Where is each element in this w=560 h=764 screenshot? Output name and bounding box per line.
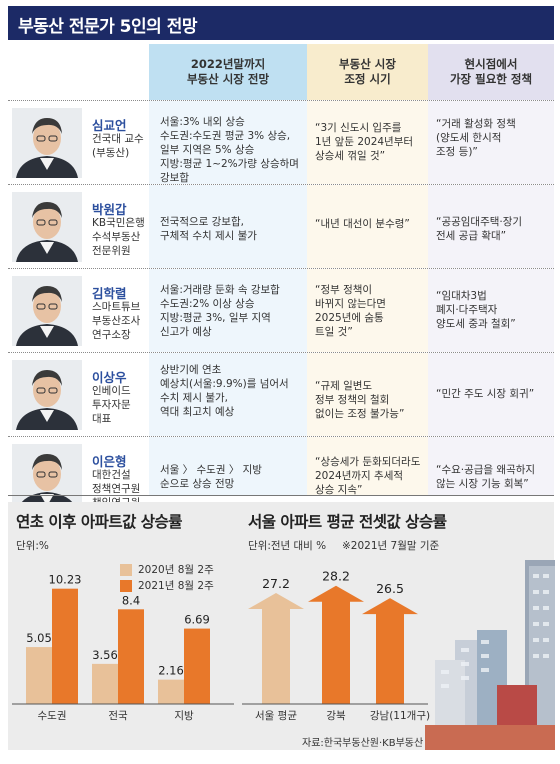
legend-swatch-2020 <box>120 564 132 576</box>
legend-label-2021: 2021년 8월 2주 <box>138 580 214 592</box>
cell-policy: “수요·공급을 왜곡하지 않는 시장 기능 회복” <box>436 464 536 490</box>
expert-photo <box>12 360 82 430</box>
expert-photo <box>12 192 82 262</box>
cell-timing: “정부 정책이 바뀌지 않는다면 2025년에 숨통 트일 것” <box>315 284 386 338</box>
cell-policy: “임대차3법 폐지·다주택자 양도세 중과 철회” <box>436 290 516 330</box>
chart1-unit: 단위:% <box>16 540 49 552</box>
chart2-note: ※2021년 7월말 기준 <box>342 540 440 552</box>
bar-지방-1 <box>184 628 210 704</box>
section-divider <box>8 495 554 496</box>
expert-affiliation: 건국대 교수 (부동산) <box>92 133 144 159</box>
cell-outlook: 서울:3% 내외 상승 수도권:수도권 평균 3% 상승, 일부 지역은 5% 상승… <box>160 116 299 184</box>
arrow-bar-강남(11개구) <box>362 598 418 704</box>
category-label: 전국 <box>108 710 128 722</box>
chart1-title: 연초 이후 아파트값 상승률 <box>16 513 183 531</box>
arrow-value-label: 28.2 <box>322 569 350 584</box>
category-label: 서울 평균 <box>255 710 297 722</box>
chart2-title: 서울 아파트 평균 전셋값 상승률 <box>248 513 447 531</box>
expert-row: 이상우 인베이드 투자자문 대표 상반기에 연초 예상치(서울:9.9%)를 넘어서 수치 … <box>8 352 554 436</box>
legend-label-2020: 2020년 8월 2주 <box>138 564 214 576</box>
bar-value-label: 5.05 <box>26 631 52 645</box>
bar-전국-0 <box>92 663 118 704</box>
cell-timing: “상승세가 둔화되더라도 2024년까지 추세적 상승 지속” <box>315 456 421 496</box>
category-label: 지방 <box>174 710 194 722</box>
legend-swatch-2021 <box>120 580 132 592</box>
category-label: 강북 <box>326 710 346 722</box>
header-policy-label: 현시점에서 가장 필요한 정책 <box>449 57 533 86</box>
cell-policy: “공공임대주택·장기 전세 공급 확대” <box>436 216 523 242</box>
cell-policy: “거래 활성화 정책 (양도세 한시적 조정 등)” <box>436 118 516 158</box>
cell-timing: “규제 일변도 정부 정책의 철회 없이는 조정 불가능” <box>315 380 405 420</box>
chart2-plot: 27.2 28.2 26.5 <box>242 569 428 705</box>
expert-row: 심교언 건국대 교수 (부동산) 서울:3% 내외 상승 수도권:수도권 평균 3% 상… <box>8 100 554 184</box>
chart2-unit: 단위:전년 대비 % <box>248 540 327 552</box>
arrow-value-label: 26.5 <box>376 581 404 596</box>
cell-outlook: 전국적으로 강보합, 구체적 수치 제시 불가 <box>160 216 257 242</box>
expert-name: 박원갑 <box>92 202 127 217</box>
bar-전국-1 <box>118 609 144 704</box>
cell-policy: “민간 주도 시장 회귀” <box>436 388 535 400</box>
bar-value-label: 8.4 <box>122 593 140 607</box>
header-outlook: 2022년말까지 부동산 시장 전망 <box>149 44 307 100</box>
bar-value-label: 6.69 <box>184 613 210 627</box>
expert-name: 심교언 <box>92 118 127 133</box>
expert-row: 박원갑 KB국민은행 수석부동산 전문위원 전국적으로 강보합, 구체적 수치 제시 불가… <box>8 184 554 268</box>
expert-affiliation: 인베이드 투자자문 대표 <box>92 385 131 425</box>
header-policy: 현시점에서 가장 필요한 정책 <box>428 44 554 100</box>
header-outlook-label: 2022년말까지 부동산 시장 전망 <box>186 57 270 86</box>
header-timing: 부동산 시장 조정 시기 <box>307 44 428 100</box>
cell-timing: “내년 대선이 분수령” <box>315 218 410 230</box>
source-note: 자료:한국부동산원·KB부동산 <box>302 738 424 749</box>
title-bar: 부동산 전문가 5인의 전망 <box>8 6 554 40</box>
arrow-value-label: 27.2 <box>262 576 290 591</box>
expert-name: 이상우 <box>92 370 127 385</box>
arrow-bar-서울 평균 <box>248 593 304 704</box>
bar-value-label: 2.16 <box>158 664 184 678</box>
arrow-bar-강북 <box>308 585 364 704</box>
chart1-plot: 5.05 10.23 3.56 8.4 2.16 6.69 <box>12 573 234 705</box>
expert-name: 김학렬 <box>92 286 127 301</box>
bar-수도권-0 <box>26 647 52 704</box>
expert-table: 2022년말까지 부동산 시장 전망 부동산 시장 조정 시기 현시점에서 가장 필요… <box>8 44 554 514</box>
category-label: 강남(11개구) <box>369 710 431 722</box>
expert-affiliation: KB국민은행 수석부동산 전문위원 <box>92 217 145 257</box>
bar-value-label: 3.56 <box>92 648 118 662</box>
header-timing-label: 부동산 시장 조정 시기 <box>339 57 396 86</box>
apartment-buildings-illustration <box>425 560 555 750</box>
cell-outlook: 서울 〉 수도권 〉 지방 순으로 상승 전망 <box>160 464 262 490</box>
page-title: 부동산 전문가 5인의 전망 <box>18 17 197 37</box>
bar-지방-0 <box>158 679 184 704</box>
cell-timing: “3기 신도시 입주를 1년 앞둔 2024년부터 상승세 꺾일 것” <box>315 122 414 162</box>
bar-수도권-1 <box>52 588 78 704</box>
expert-row: 김학렬 스마트튜브 부동산조사 연구소장 서울:거래량 둔화 속 강보합 수도권:2% 이… <box>8 268 554 352</box>
category-label: 수도권 <box>37 710 67 722</box>
expert-photo <box>12 108 82 178</box>
expert-affiliation: 스마트튜브 부동산조사 연구소장 <box>92 301 141 341</box>
bar-value-label: 10.23 <box>49 573 82 587</box>
expert-photo <box>12 276 82 346</box>
cell-outlook: 서울:거래량 둔화 속 강보합 수도권:2% 이상 상승 지방:평균 3%, 일부 … <box>160 284 280 338</box>
expert-name: 이은형 <box>92 454 127 469</box>
cell-outlook: 상반기에 연초 예상치(서울:9.9%)를 넘어서 수치 제시 불가, 역대 최고치 … <box>160 364 289 418</box>
